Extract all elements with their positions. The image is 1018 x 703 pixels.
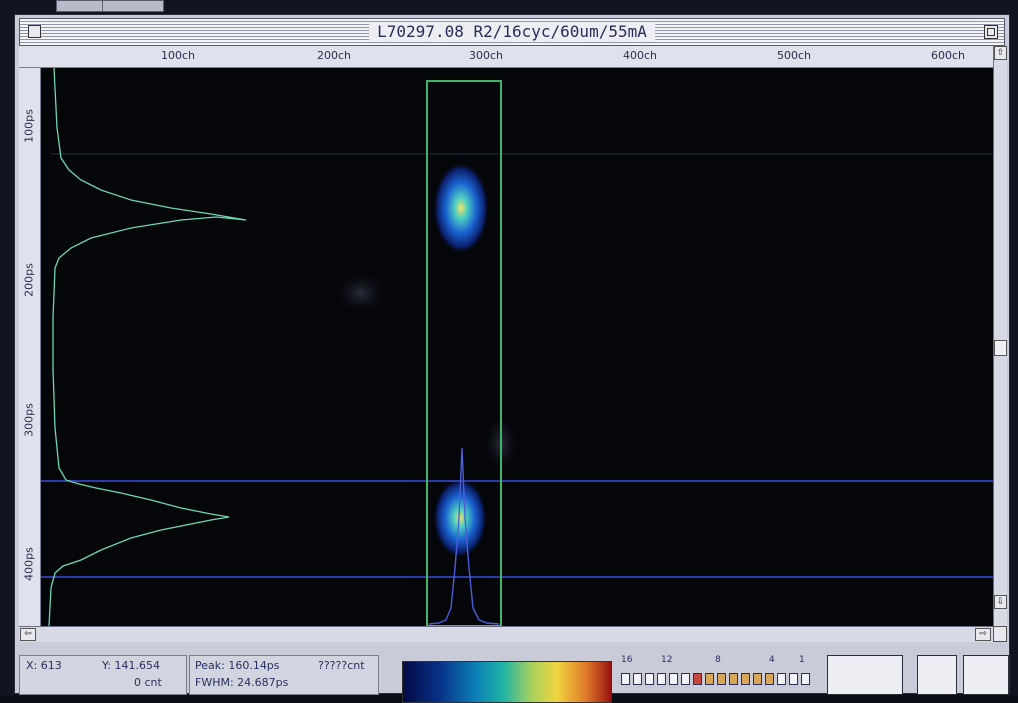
y-readout: Y: 141.654 <box>102 659 160 672</box>
roi-box[interactable] <box>426 80 502 626</box>
scroll-up-arrow-icon[interactable]: ⇧ <box>994 46 1007 60</box>
level-box[interactable] <box>753 673 762 685</box>
size-box[interactable] <box>993 626 1007 642</box>
level-box[interactable] <box>693 673 702 685</box>
fwhm-readout: FWHM: 24.687ps <box>195 676 289 689</box>
horizontal-profile-curve <box>428 447 500 625</box>
time-tick-label: 300ps <box>22 403 36 437</box>
streak-image[interactable] <box>41 68 993 626</box>
emission-spot-lower <box>433 478 487 558</box>
vertical-profile-curve <box>48 68 247 626</box>
title-bar[interactable]: L70297.08 R2/16cyc/60um/55mA <box>19 18 1005 46</box>
level-box[interactable] <box>801 673 810 685</box>
channel-tick-label: 100ch <box>161 49 196 62</box>
screen-bezel-left <box>0 14 14 696</box>
scroll-right-arrow-icon[interactable]: ⇨ <box>975 628 991 641</box>
color-scale-bar <box>402 661 612 703</box>
blank-field[interactable] <box>827 655 903 695</box>
streak-image-graphics <box>41 68 993 626</box>
level-box[interactable] <box>681 673 690 685</box>
vertical-scrollbar[interactable]: ⇧ ⇩ <box>993 46 1007 626</box>
level-label: 4 <box>769 655 775 665</box>
horizontal-scrollbar[interactable]: ⇦ ⇨ <box>19 626 993 642</box>
zoom-box[interactable] <box>984 25 998 39</box>
scroll-left-arrow-icon[interactable]: ⇦ <box>20 628 36 641</box>
level-box[interactable] <box>705 673 714 685</box>
screen-bezel-right <box>1010 14 1018 696</box>
level-box[interactable] <box>633 673 642 685</box>
level-box[interactable] <box>789 673 798 685</box>
level-box[interactable] <box>777 673 786 685</box>
level-box[interactable] <box>729 673 738 685</box>
channel-tick-label: 400ch <box>623 49 658 62</box>
time-ruler: 100ps 200ps 300ps 400ps <box>19 68 41 626</box>
level-box[interactable] <box>741 673 750 685</box>
close-box[interactable] <box>28 25 41 38</box>
background-window-edge <box>56 0 104 12</box>
count-readout: 0 cnt <box>134 676 162 689</box>
level-scale: 16 12 8 4 1 <box>621 655 825 695</box>
level-label: 12 <box>661 655 673 665</box>
vertical-scroll-thumb[interactable] <box>994 340 1007 356</box>
scroll-down-arrow-icon[interactable]: ⇩ <box>994 595 1007 609</box>
level-box[interactable] <box>717 673 726 685</box>
level-label: 1 <box>799 655 805 665</box>
channel-tick-label: 200ch <box>317 49 352 62</box>
level-label: 16 <box>621 655 633 665</box>
peak-readout-panel: Peak: 160.14ps ?????cnt FWHM: 24.687ps <box>189 655 379 695</box>
level-box[interactable] <box>645 673 654 685</box>
background-window-edge <box>102 0 164 12</box>
level-box[interactable] <box>765 673 774 685</box>
time-tick-label: 100ps <box>22 109 36 143</box>
peak-readout: Peak: 160.14ps <box>195 659 280 672</box>
x-readout: X: 613 <box>26 659 62 672</box>
channel-tick-label: 600ch <box>931 49 966 62</box>
window-title: L70297.08 R2/16cyc/60um/55mA <box>369 22 655 42</box>
faint-blob <box>333 271 389 315</box>
level-box[interactable] <box>669 673 678 685</box>
status-bar: X: 613 Y: 141.654 0 cnt Peak: 160.14ps ?… <box>19 643 1009 703</box>
streak-camera-window: L70297.08 R2/16cyc/60um/55mA 100ch 200ch… <box>14 14 1010 703</box>
level-box[interactable] <box>621 673 630 685</box>
level-label: 8 <box>715 655 721 665</box>
channel-ruler: 100ch 200ch 300ch 400ch 500ch 600ch <box>19 46 993 68</box>
emission-spot-upper <box>433 162 489 254</box>
channel-tick-label: 300ch <box>469 49 504 62</box>
time-tick-label: 400ps <box>22 547 36 581</box>
channel-tick-label: 500ch <box>777 49 812 62</box>
top-strip <box>0 0 1018 14</box>
level-box[interactable] <box>657 673 666 685</box>
blank-field[interactable] <box>963 655 1009 695</box>
time-tick-label: 200ps <box>22 263 36 297</box>
unknown-count-readout: ?????cnt <box>318 659 365 672</box>
blank-field[interactable] <box>917 655 957 695</box>
cursor-readout-panel: X: 613 Y: 141.654 0 cnt <box>19 655 187 695</box>
